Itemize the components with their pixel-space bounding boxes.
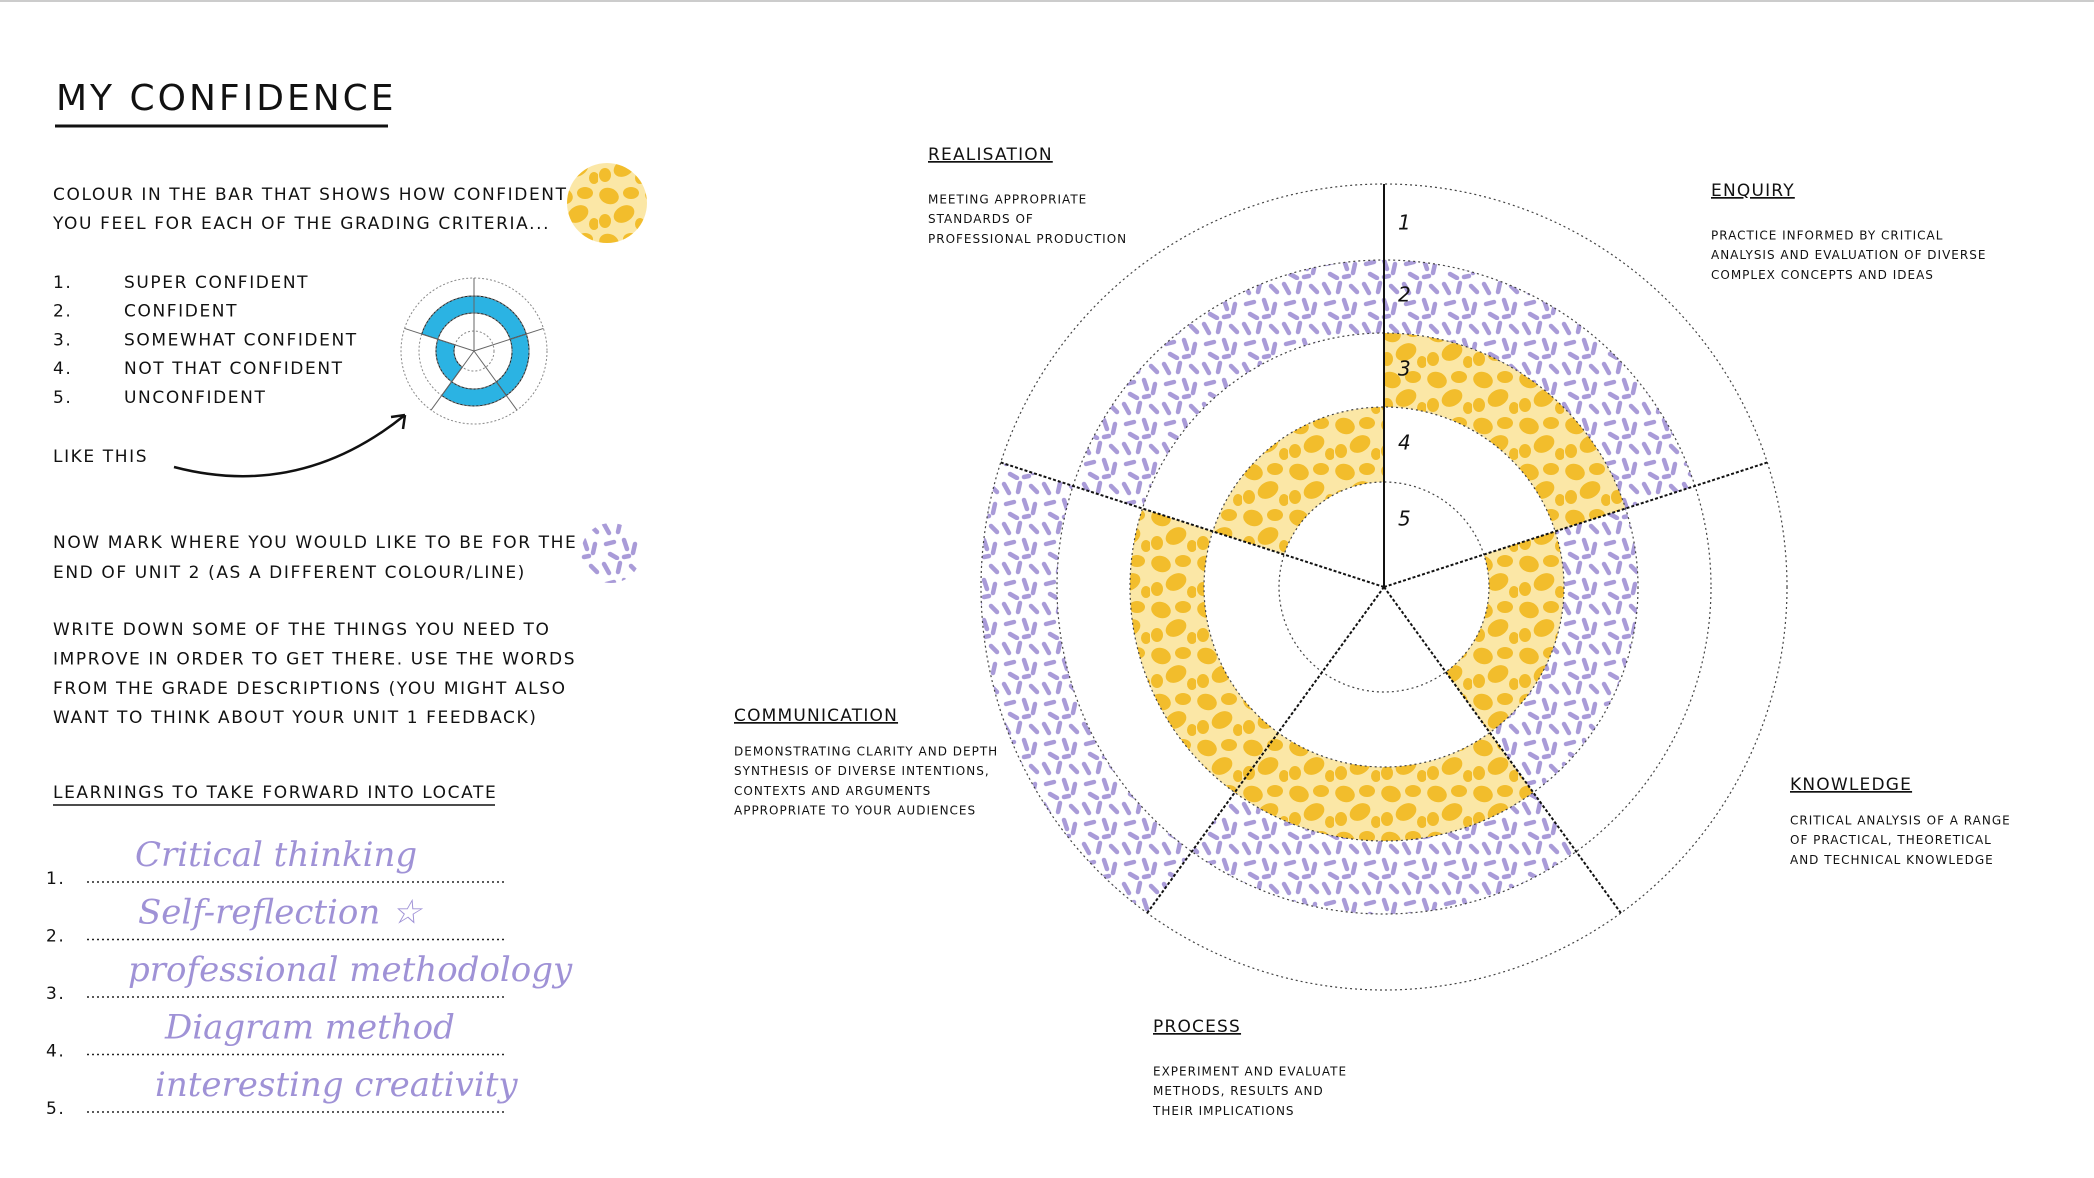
example-arrow bbox=[173, 414, 406, 478]
scale-number: 3. bbox=[53, 330, 72, 350]
criterion-description: CONTEXTS AND ARGUMENTS bbox=[734, 784, 931, 798]
criterion-title: COMMUNICATION bbox=[734, 706, 898, 726]
scale-label: SOMEWHAT CONFIDENT bbox=[124, 330, 358, 350]
criterion-title: ENQUIRY bbox=[1711, 181, 1795, 201]
wheel-spoke bbox=[1000, 461, 1385, 588]
handwritten-entry: Critical thinking bbox=[135, 835, 417, 875]
scale-label: NOT THAT CONFIDENT bbox=[124, 359, 344, 379]
scale-label: SUPER CONFIDENT bbox=[124, 273, 309, 293]
instruction-line: COLOUR IN THE BAR THAT SHOWS HOW CONFIDE… bbox=[53, 185, 568, 205]
item-number: 4. bbox=[46, 1042, 65, 1062]
scale-number: 5. bbox=[53, 388, 72, 408]
criterion-title: REALISATION bbox=[928, 145, 1053, 165]
example-ring bbox=[435, 312, 513, 390]
yellow-band bbox=[1234, 732, 1534, 842]
purple-band bbox=[981, 462, 1192, 914]
example-spoke bbox=[473, 327, 544, 352]
handwritten-entry: interesting creativity bbox=[155, 1065, 518, 1105]
scale-label: CONFIDENT bbox=[124, 302, 238, 322]
example-fill bbox=[440, 381, 508, 407]
purple-band bbox=[1191, 792, 1577, 915]
purple-band bbox=[1384, 260, 1695, 509]
wheel-ring bbox=[980, 183, 1788, 991]
criterion-description: APPROPRIATE TO YOUR AUDIENCES bbox=[734, 804, 976, 818]
criterion-description: EXPERIMENT AND EVALUATE bbox=[1153, 1065, 1347, 1079]
criterion-description: PROFESSIONAL PRODUCTION bbox=[928, 232, 1127, 246]
yellow-band bbox=[1445, 531, 1565, 733]
item-number: 2. bbox=[46, 927, 65, 947]
yellow-band bbox=[1129, 508, 1279, 793]
criterion-title: PROCESS bbox=[1153, 1017, 1241, 1037]
example-spoke bbox=[404, 327, 475, 352]
learnings-title: LEARNINGS TO TAKE FORWARD INTO LOCATE bbox=[53, 783, 497, 803]
yellow-band bbox=[1384, 333, 1626, 532]
item-number: 1. bbox=[46, 869, 65, 889]
page-title: MY CONFIDENCE bbox=[56, 78, 397, 119]
example-fill bbox=[495, 333, 530, 397]
example-spoke bbox=[473, 350, 518, 411]
criterion-description: ANALYSIS AND EVALUATION OF DIVERSE bbox=[1711, 248, 1986, 262]
wheel-spoke bbox=[1383, 461, 1768, 588]
purple-band bbox=[1489, 508, 1638, 793]
wheel-spoke bbox=[1146, 586, 1385, 914]
ring-label: 5 bbox=[1398, 507, 1411, 531]
scale-label: UNCONFIDENT bbox=[124, 388, 266, 408]
scale-number: 1. bbox=[53, 273, 72, 293]
wheel-ring bbox=[1278, 481, 1490, 693]
instruction-line: NOW MARK WHERE YOU WOULD LIKE TO BE FOR … bbox=[53, 533, 577, 553]
ring-label: 1 bbox=[1398, 211, 1411, 235]
instruction-line: WANT TO THINK ABOUT YOUR UNIT 1 FEEDBACK… bbox=[53, 708, 538, 728]
ring-label: 4 bbox=[1398, 431, 1411, 455]
example-ring bbox=[418, 295, 530, 407]
yellow-swatch bbox=[567, 163, 647, 243]
criterion-description: DEMONSTRATING CLARITY AND DEPTH bbox=[734, 745, 998, 759]
ring-label: 3 bbox=[1398, 357, 1411, 381]
wheel-ring bbox=[1203, 406, 1565, 768]
criterion-description: METHODS, RESULTS AND bbox=[1153, 1084, 1324, 1098]
yellow-band bbox=[1212, 407, 1384, 555]
instruction-line: FROM THE GRADE DESCRIPTIONS (YOU MIGHT A… bbox=[53, 679, 567, 699]
criterion-title: KNOWLEDGE bbox=[1790, 775, 1912, 795]
instruction-line: YOU FEEL FOR EACH OF THE GRADING CRITERI… bbox=[52, 214, 550, 234]
criterion-description: SYNTHESIS OF DIVERSE INTENTIONS, bbox=[734, 764, 990, 778]
wheel-spoke bbox=[1383, 586, 1622, 914]
criterion-description: PRACTICE INFORMED BY CRITICAL bbox=[1711, 229, 1943, 243]
arrow-head bbox=[390, 413, 407, 430]
handwritten-entry: Self-reflection ☆ bbox=[138, 893, 424, 933]
scale-number: 2. bbox=[53, 302, 72, 322]
handwritten-entry: professional methodology bbox=[128, 950, 573, 990]
example-label: LIKE THIS bbox=[53, 447, 148, 467]
handwritten-entry: Diagram method bbox=[164, 1008, 455, 1048]
purple-band bbox=[1073, 260, 1384, 509]
criterion-description: AND TECHNICAL KNOWLEDGE bbox=[1790, 853, 1994, 867]
ring-label: 2 bbox=[1398, 283, 1411, 307]
instruction-line: IMPROVE IN ORDER TO GET THERE. USE THE W… bbox=[53, 649, 576, 669]
scale-number: 4. bbox=[53, 359, 72, 379]
criterion-description: MEETING APPROPRIATE bbox=[928, 193, 1087, 207]
example-spoke bbox=[430, 350, 475, 411]
item-number: 5. bbox=[46, 1099, 65, 1119]
purple-swatch bbox=[581, 523, 641, 583]
item-number: 3. bbox=[46, 984, 65, 1004]
criterion-description: COMPLEX CONCEPTS AND IDEAS bbox=[1711, 268, 1934, 282]
criterion-description: CRITICAL ANALYSIS OF A RANGE bbox=[1790, 814, 2011, 828]
example-ring bbox=[400, 277, 548, 425]
criterion-description: THEIR IMPLICATIONS bbox=[1152, 1104, 1295, 1118]
instruction-line: WRITE DOWN SOME OF THE THINGS YOU NEED T… bbox=[53, 620, 550, 640]
criterion-description: STANDARDS OF bbox=[928, 212, 1034, 226]
instruction-line: END OF UNIT 2 (AS A DIFFERENT COLOUR/LIN… bbox=[53, 563, 526, 583]
criterion-description: OF PRACTICAL, THEORETICAL bbox=[1790, 833, 1992, 847]
